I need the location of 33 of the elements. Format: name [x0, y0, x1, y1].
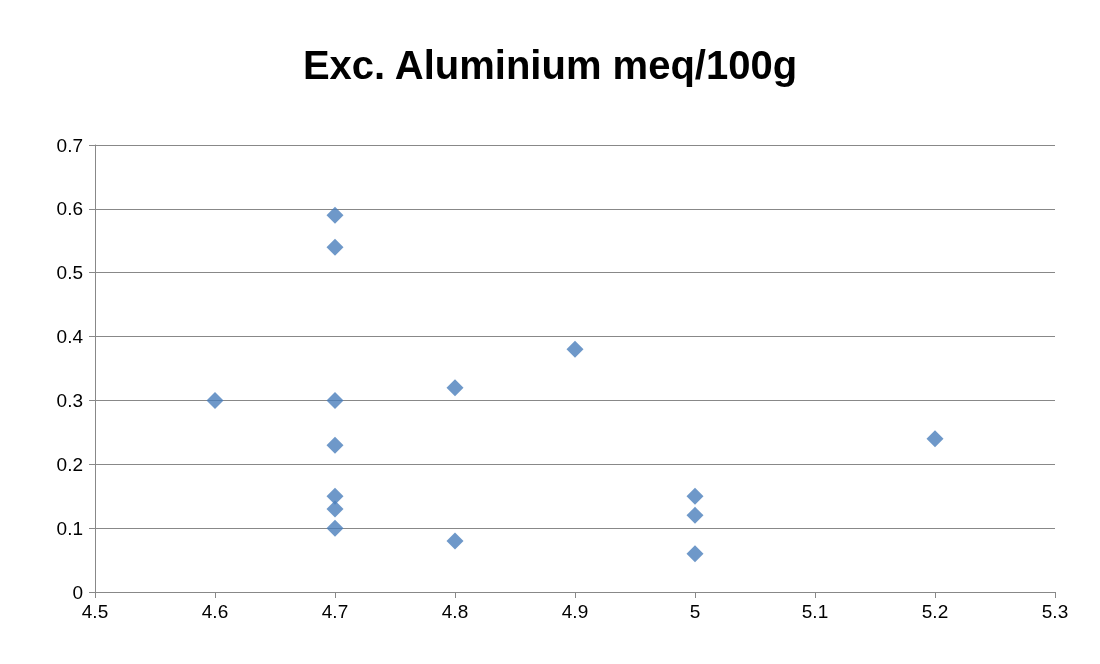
y-tick-label: 0.2: [56, 453, 83, 475]
y-tick-label: 0.1: [56, 517, 83, 539]
x-tick-label: 4.7: [321, 601, 349, 622]
y-tick-label: 0.4: [56, 326, 84, 348]
y-tick-label: 0.5: [56, 262, 83, 284]
x-tick-label: 5.2: [921, 601, 949, 622]
point: [326, 436, 344, 454]
point: [446, 532, 464, 550]
point: [326, 519, 344, 537]
point: [326, 500, 344, 518]
y-tick-label: 0: [72, 581, 83, 603]
point: [206, 391, 224, 409]
x-tick-label: 4.9: [561, 601, 589, 622]
x-tick-label: 5: [689, 601, 701, 622]
x-tick-label: 5.3: [1041, 601, 1069, 622]
y-tick-label: 0.6: [56, 198, 83, 220]
point: [686, 487, 704, 505]
point: [326, 487, 344, 505]
chart-title: Exc. Aluminium meq/100g: [302, 43, 798, 87]
y-tick-label: 0.3: [56, 389, 83, 411]
y-tick-label: 0.7: [56, 134, 83, 156]
x-tick-label: 4.6: [201, 601, 229, 622]
point: [686, 545, 704, 563]
point: [686, 506, 704, 524]
point: [446, 379, 464, 397]
point: [326, 206, 344, 224]
point: [326, 238, 344, 256]
x-tick-label: 4.8: [441, 601, 469, 622]
x-tick-label: 4.5: [81, 601, 109, 622]
point: [566, 340, 584, 358]
x-tick-label: 5.1: [801, 601, 829, 622]
point: [926, 430, 944, 448]
point: [326, 391, 344, 409]
